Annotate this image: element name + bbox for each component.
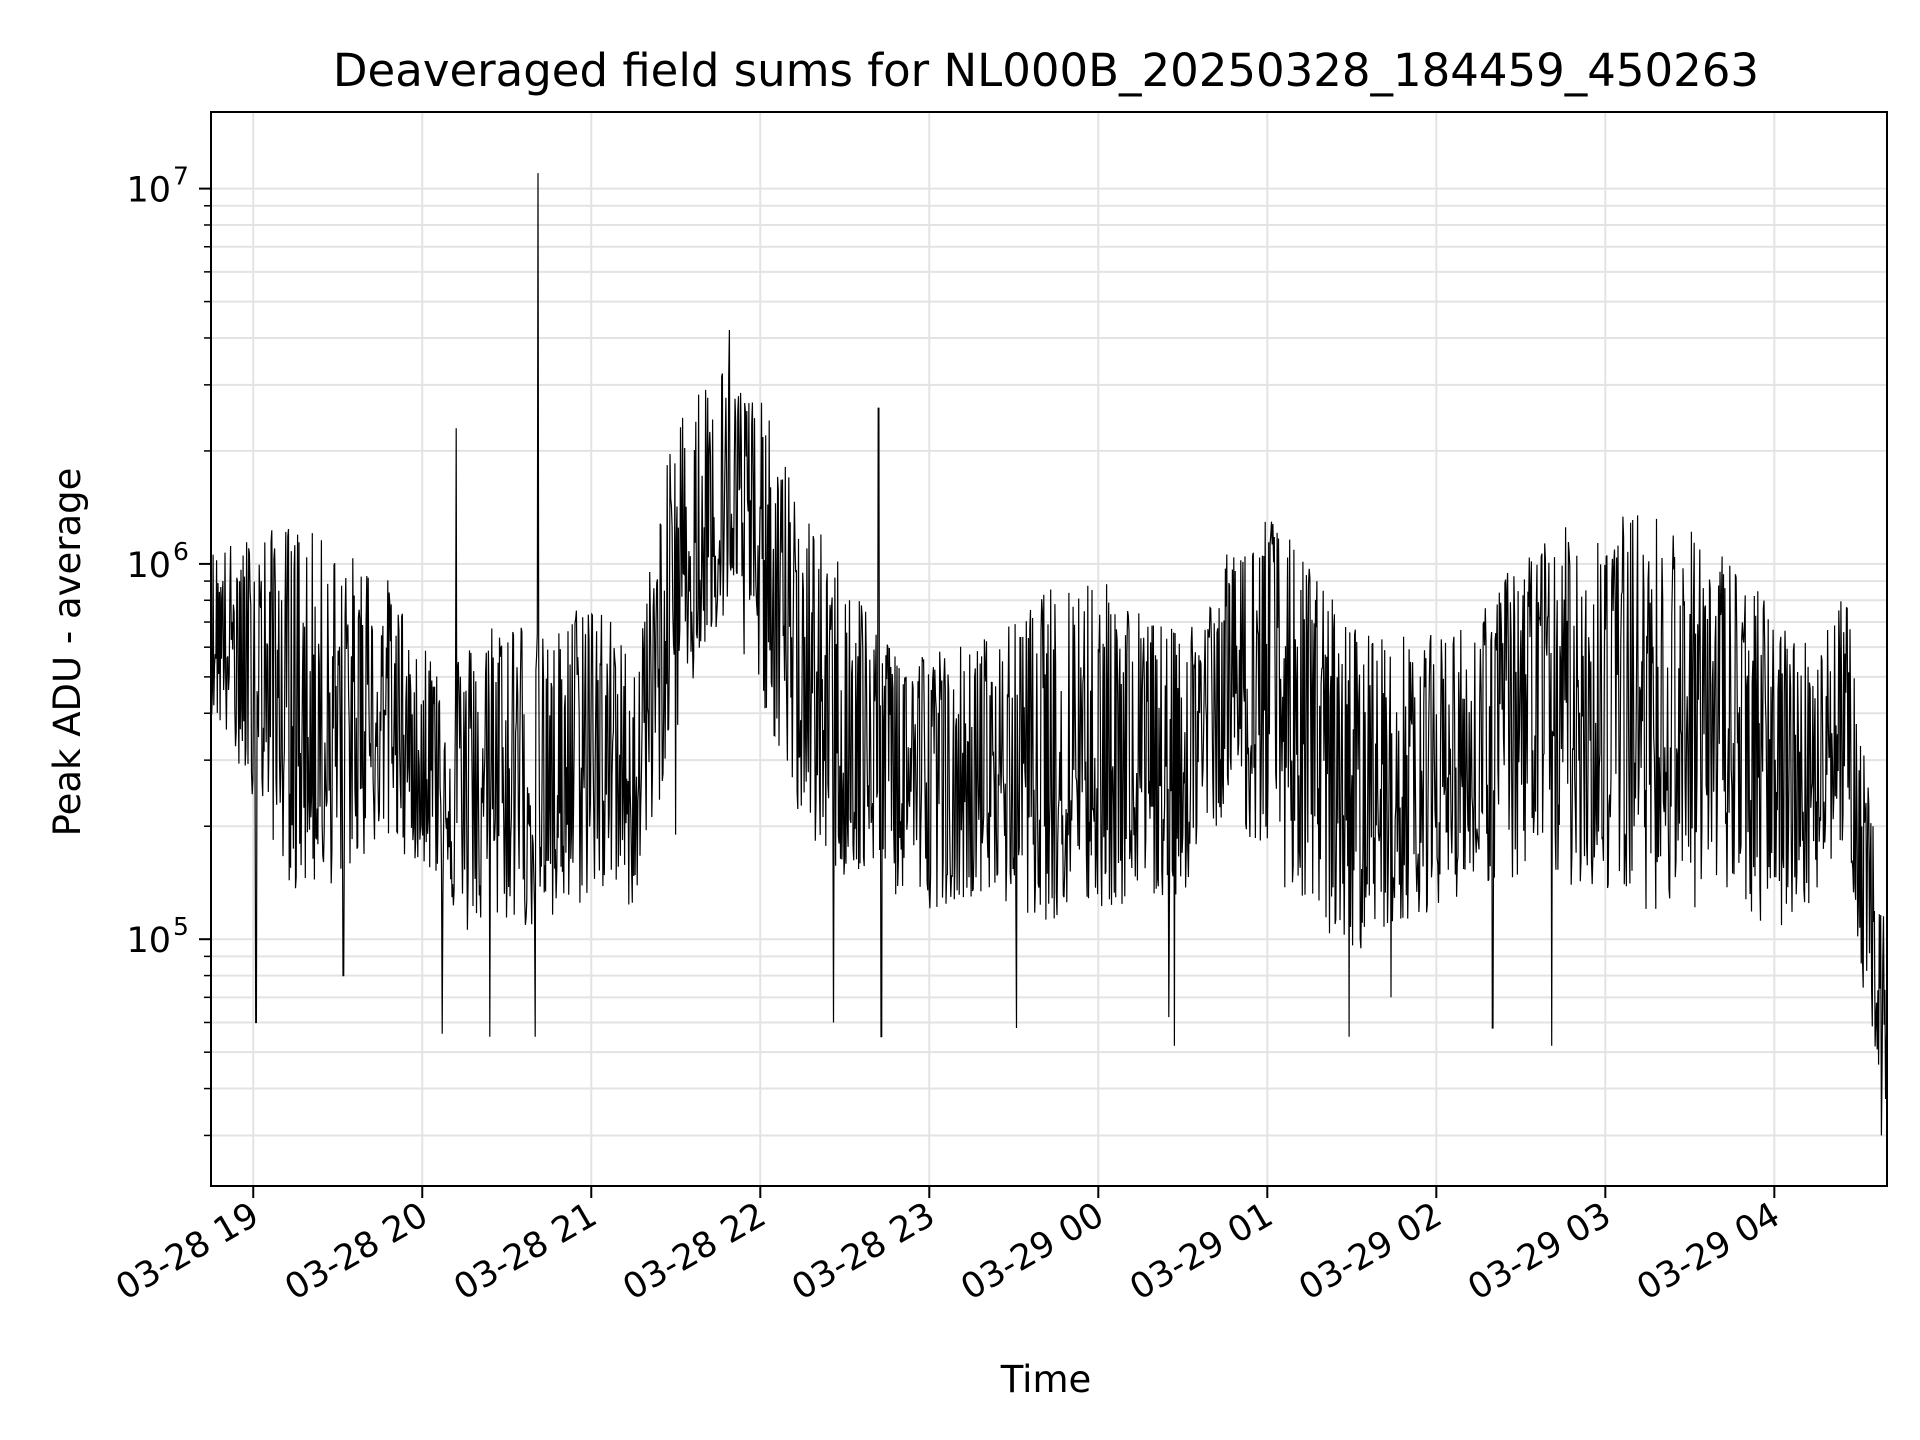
x-axis-label: Time [1000, 1358, 1092, 1401]
y-tick-exponent: 5 [173, 912, 189, 941]
plot-frame [210, 111, 1888, 1187]
series-layer [210, 173, 1888, 1136]
y-tick-label: 10 [126, 921, 171, 961]
y-tick-label: 10 [126, 546, 171, 586]
y-tick-exponent: 6 [173, 537, 189, 566]
chart-title: Deaveraged field sums for NL000B_2025032… [333, 44, 1759, 97]
y-tick-exponent: 7 [173, 162, 189, 191]
y-axis-label: Peak ADU - average [46, 468, 89, 837]
y-tick-label: 10 [126, 171, 171, 211]
series-line [210, 173, 1888, 1136]
